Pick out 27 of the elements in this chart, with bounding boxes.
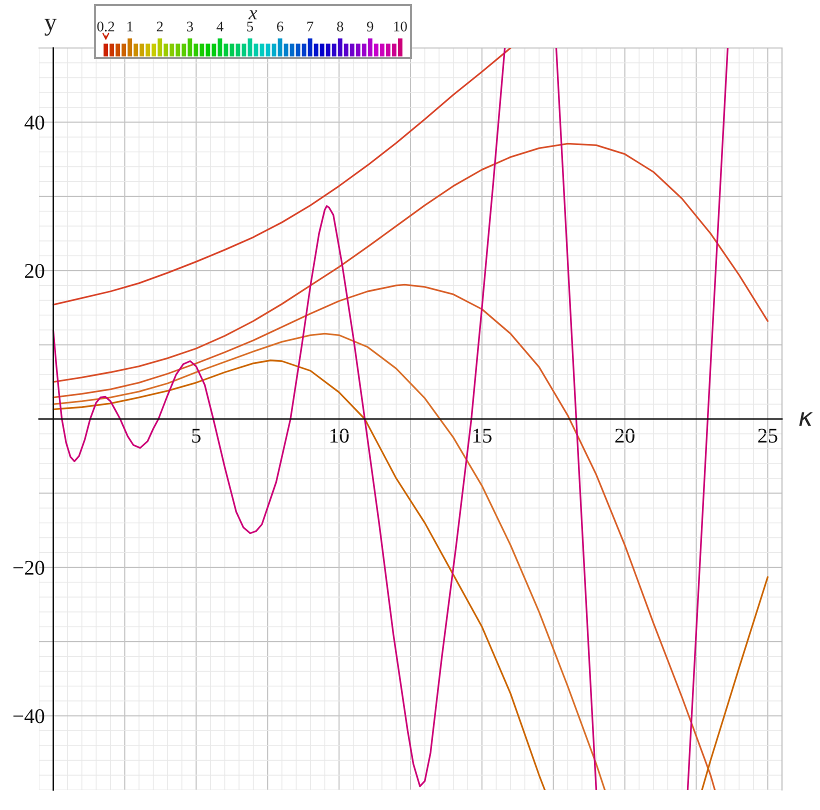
x-tick-label: 5 <box>192 428 201 443</box>
x-tick-label: 20 <box>615 428 634 443</box>
y-axis-title: y <box>44 18 57 36</box>
color-bar-label: 4 <box>216 22 224 32</box>
color-bar-label: 5 <box>247 22 254 32</box>
color-bar-label: 8 <box>337 22 344 32</box>
color-bar-label: 1 <box>127 22 133 32</box>
color-bar-label: 3 <box>186 22 193 32</box>
line-series <box>52 48 512 306</box>
color-bar-label: 7 <box>307 22 314 32</box>
x-axis-title: κ <box>799 412 813 426</box>
line-series <box>52 332 606 790</box>
x-tick-label: 10 <box>330 428 349 443</box>
y-tick-label: −20 <box>13 560 44 575</box>
y-tick-label: 40 <box>24 116 44 130</box>
x-tick-label: 15 <box>473 428 492 443</box>
color-bar-label: 6 <box>277 22 284 32</box>
y-tick-label: −40 <box>13 709 44 724</box>
line-series <box>52 284 716 790</box>
color-bar-label: 9 <box>366 22 374 32</box>
color-bar-label: 0.2 <box>97 22 114 32</box>
x-tick-label: 25 <box>758 428 778 443</box>
color-bar-label: 10 <box>394 22 407 32</box>
y-tick-label: 20 <box>25 264 44 278</box>
color-bar-label: 2 <box>156 22 163 32</box>
color-bar-title: x <box>248 10 258 20</box>
line-series <box>52 142 769 383</box>
